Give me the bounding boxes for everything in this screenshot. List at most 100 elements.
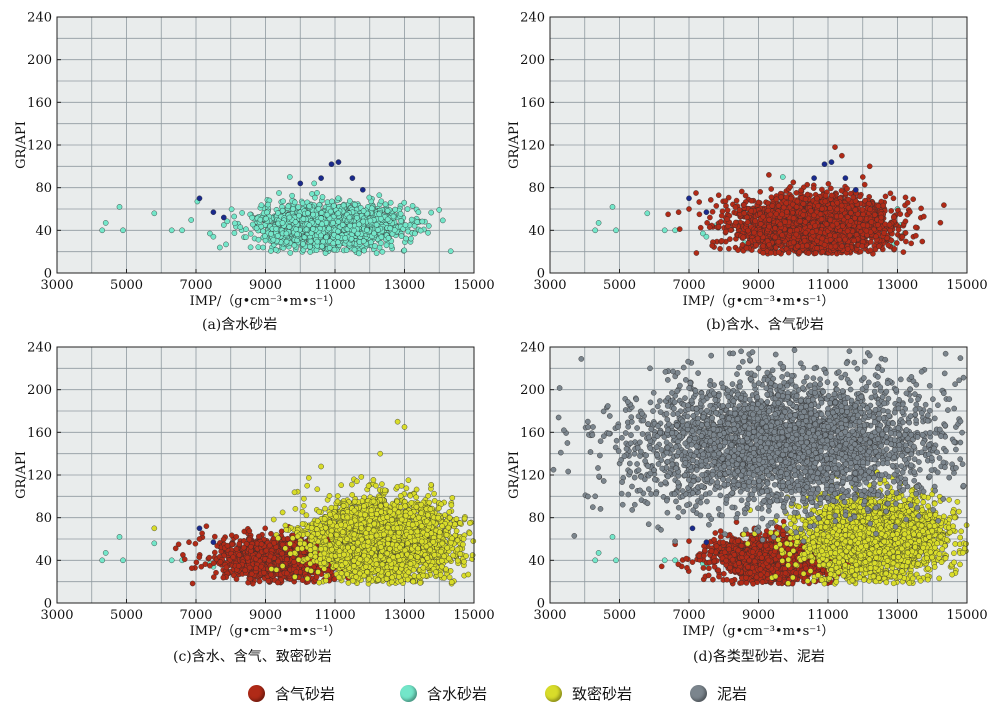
- data-point: [247, 230, 254, 237]
- data-point: [717, 245, 723, 252]
- data-point: [782, 219, 788, 225]
- y-tick-label: 240: [27, 11, 52, 26]
- data-point: [713, 203, 720, 209]
- data-point: [419, 218, 426, 225]
- data-point: [231, 230, 238, 236]
- data-point: [366, 194, 373, 201]
- data-point: [842, 236, 849, 243]
- data-point: [811, 175, 817, 181]
- data-point: [754, 235, 761, 242]
- data-point: [751, 229, 758, 236]
- data-point: [780, 204, 787, 211]
- data-point: [335, 159, 342, 165]
- x-tick-label: 5000: [110, 278, 143, 293]
- data-point: [356, 221, 362, 228]
- data-point: [904, 199, 911, 206]
- data-point: [727, 236, 733, 242]
- data-point: [296, 212, 302, 219]
- y-tick-label: 160: [520, 96, 545, 111]
- data-point: [307, 249, 314, 255]
- data-point: [402, 222, 409, 228]
- data-point: [388, 242, 395, 249]
- data-point: [304, 210, 311, 216]
- data-point: [899, 234, 906, 240]
- data-point: [808, 207, 814, 214]
- data-point: [766, 216, 773, 223]
- data-point: [327, 208, 334, 215]
- data-point: [349, 175, 356, 181]
- data-point: [331, 246, 338, 253]
- data-point: [708, 197, 714, 203]
- data-point: [328, 161, 335, 167]
- data-point: [810, 185, 817, 191]
- y-axis-label: GR/API: [507, 121, 522, 169]
- data-point: [777, 221, 784, 228]
- data-point: [802, 219, 809, 225]
- data-point: [783, 194, 790, 200]
- data-point: [845, 204, 852, 211]
- data-point: [793, 231, 800, 238]
- y-tick-label: 80: [528, 181, 545, 196]
- data-point: [330, 240, 337, 247]
- data-point: [752, 218, 759, 224]
- data-point: [300, 216, 307, 222]
- points: [99, 159, 454, 257]
- data-point: [745, 240, 752, 246]
- data-point: [790, 179, 797, 186]
- data-point: [319, 221, 325, 227]
- data-point: [787, 183, 794, 190]
- x-tick-label: 15000: [453, 278, 494, 293]
- data-point: [211, 549, 218, 556]
- data-point: [784, 209, 790, 215]
- data-point: [697, 224, 704, 231]
- data-point: [231, 220, 238, 227]
- data-point: [319, 243, 325, 250]
- data-point: [364, 227, 370, 233]
- data-point: [886, 221, 893, 228]
- data-point: [740, 234, 747, 241]
- data-point: [839, 243, 845, 249]
- data-point: [99, 557, 105, 564]
- data-point: [291, 199, 298, 206]
- data-point: [356, 250, 362, 257]
- data-point: [255, 236, 262, 243]
- data-point: [404, 206, 411, 212]
- data-point: [676, 226, 683, 232]
- data-point: [724, 207, 731, 213]
- data-point: [908, 240, 915, 247]
- data-point: [354, 230, 361, 237]
- data-point: [709, 208, 716, 215]
- data-point: [760, 243, 767, 249]
- y-tick-label: 40: [35, 224, 52, 239]
- data-point: [373, 250, 380, 256]
- data-point: [326, 245, 333, 251]
- data-point: [390, 213, 397, 220]
- data-point: [873, 233, 879, 240]
- data-point: [859, 206, 866, 213]
- data-point: [709, 242, 716, 249]
- data-point: [800, 200, 807, 207]
- data-point: [868, 219, 875, 225]
- data-point: [851, 237, 857, 244]
- data-point: [289, 192, 295, 199]
- data-point: [772, 225, 778, 231]
- data-point: [260, 244, 266, 251]
- data-point: [270, 236, 277, 243]
- data-point: [312, 194, 318, 201]
- data-point: [706, 224, 713, 230]
- data-point: [775, 202, 782, 209]
- data-point: [844, 228, 851, 234]
- data-point: [168, 227, 175, 234]
- data-point: [294, 237, 300, 244]
- data-point: [760, 213, 766, 220]
- data-point: [890, 195, 897, 202]
- data-point: [775, 249, 782, 255]
- data-point: [768, 249, 774, 256]
- data-point: [120, 227, 126, 234]
- data-point: [359, 186, 366, 193]
- data-point: [819, 235, 826, 242]
- data-point: [378, 215, 384, 222]
- data-point: [724, 216, 730, 222]
- data-point: [290, 206, 296, 212]
- data-point: [722, 198, 729, 204]
